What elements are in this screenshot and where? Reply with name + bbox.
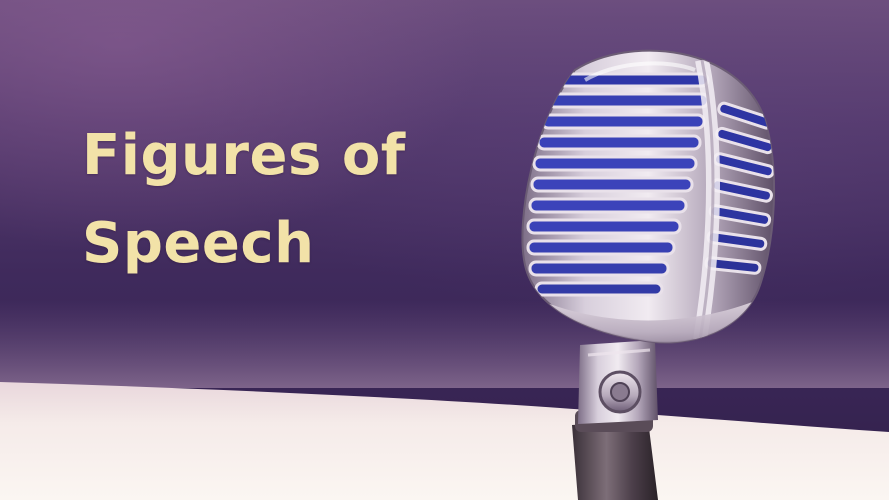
title-line-2: Speech	[82, 211, 315, 276]
page-title: Figures of Speech	[82, 112, 406, 288]
title-line-1: Figures of	[82, 123, 406, 188]
microphone-icon	[521, 49, 776, 500]
